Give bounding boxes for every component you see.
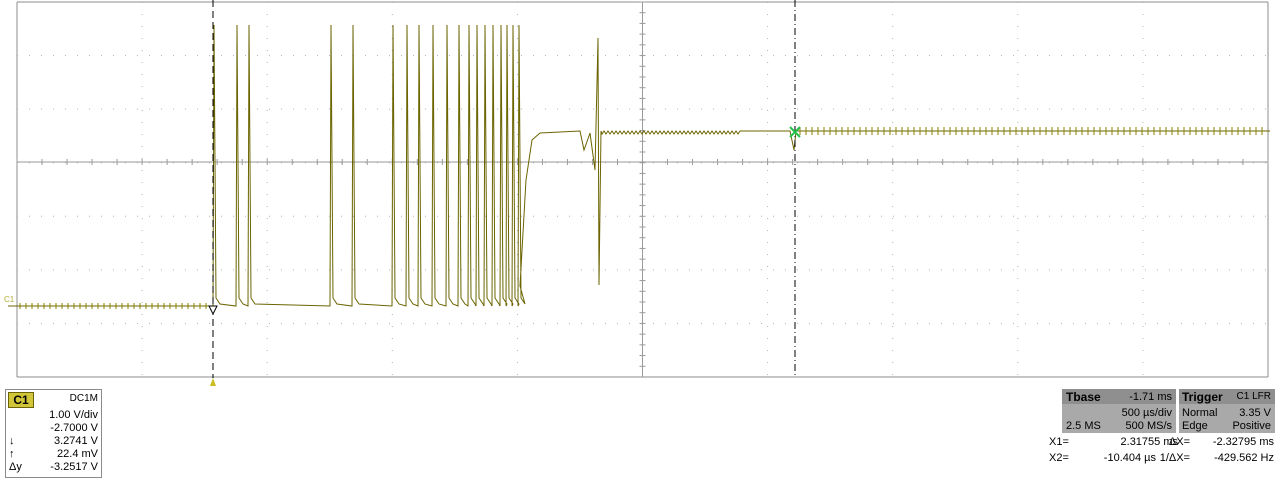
- timebase-header: [1062, 389, 1176, 404]
- channel-1-trace: [8, 24, 1270, 307]
- cursor-up-icon: ↑: [9, 448, 15, 460]
- channel-marker: C1: [4, 295, 15, 304]
- delta-y-value: -3.2517 V: [50, 461, 98, 473]
- trigger-source: C1 LFR: [1236, 391, 1271, 402]
- cursor-down-icon: ↓: [9, 435, 15, 447]
- trigger-header: [1179, 389, 1275, 404]
- cursor-x2-label: X2=: [1049, 452, 1069, 464]
- cursor2-voltage: 22.4 mV: [57, 448, 98, 460]
- channel-badge[interactable]: C1: [8, 392, 34, 408]
- trigger-level: 3.35 V: [1239, 407, 1271, 419]
- cursor-inv-dx-value: -429.562 Hz: [1214, 452, 1274, 464]
- sample-count: 2.5 MS: [1066, 420, 1101, 432]
- cursor-x1-value: 2.31755 ms: [1120, 436, 1178, 448]
- graticule-grid: [16, 1, 1269, 378]
- channel-info-box[interactable]: C1 DC1M 1.00 V/div -2.7000 V ↓ 3.2741 V …: [5, 389, 102, 478]
- cursor-dx-value: -2.32795 ms: [1212, 436, 1274, 448]
- oscilloscope-display: [8, 0, 1270, 386]
- timebase-delay: -1.71 ms: [1129, 391, 1172, 403]
- channel-coupling: DC1M: [69, 393, 98, 404]
- cursor-cross-marker: [789, 126, 801, 138]
- trigger-slope: Positive: [1232, 420, 1271, 432]
- cursor-x1-label: X1=: [1049, 436, 1069, 448]
- cursor-dx-label: ΔX=: [1168, 436, 1190, 448]
- trigger-type: Edge: [1182, 420, 1208, 432]
- trace-sample-ticks: [19, 127, 1263, 309]
- timebase-title: Tbase: [1066, 390, 1101, 404]
- cursor-inv-dx-label: 1/ΔX=: [1159, 452, 1190, 464]
- trigger-panel[interactable]: Trigger C1 LFR Normal 3.35 V Edge Positi…: [1179, 389, 1275, 433]
- timebase-panel[interactable]: Tbase -1.71 ms 500 µs/div 2.5 MS 500 MS/…: [1062, 389, 1176, 433]
- trigger-title: Trigger: [1182, 390, 1223, 404]
- volts-per-div: 1.00 V/div: [49, 409, 98, 421]
- time-per-div: 500 µs/div: [1121, 407, 1172, 419]
- cursor1-voltage: 3.2741 V: [53, 435, 98, 447]
- delta-y-label: Δy: [9, 461, 22, 473]
- trigger-position-marker: [210, 378, 216, 386]
- cursor-arrow-icon: [208, 305, 218, 316]
- channel-offset: -2.7000 V: [50, 422, 98, 434]
- sample-rate: 500 MS/s: [1125, 420, 1172, 432]
- trigger-mode: Normal: [1182, 407, 1218, 419]
- cursor-x2-value: -10.404 µs: [1103, 452, 1156, 464]
